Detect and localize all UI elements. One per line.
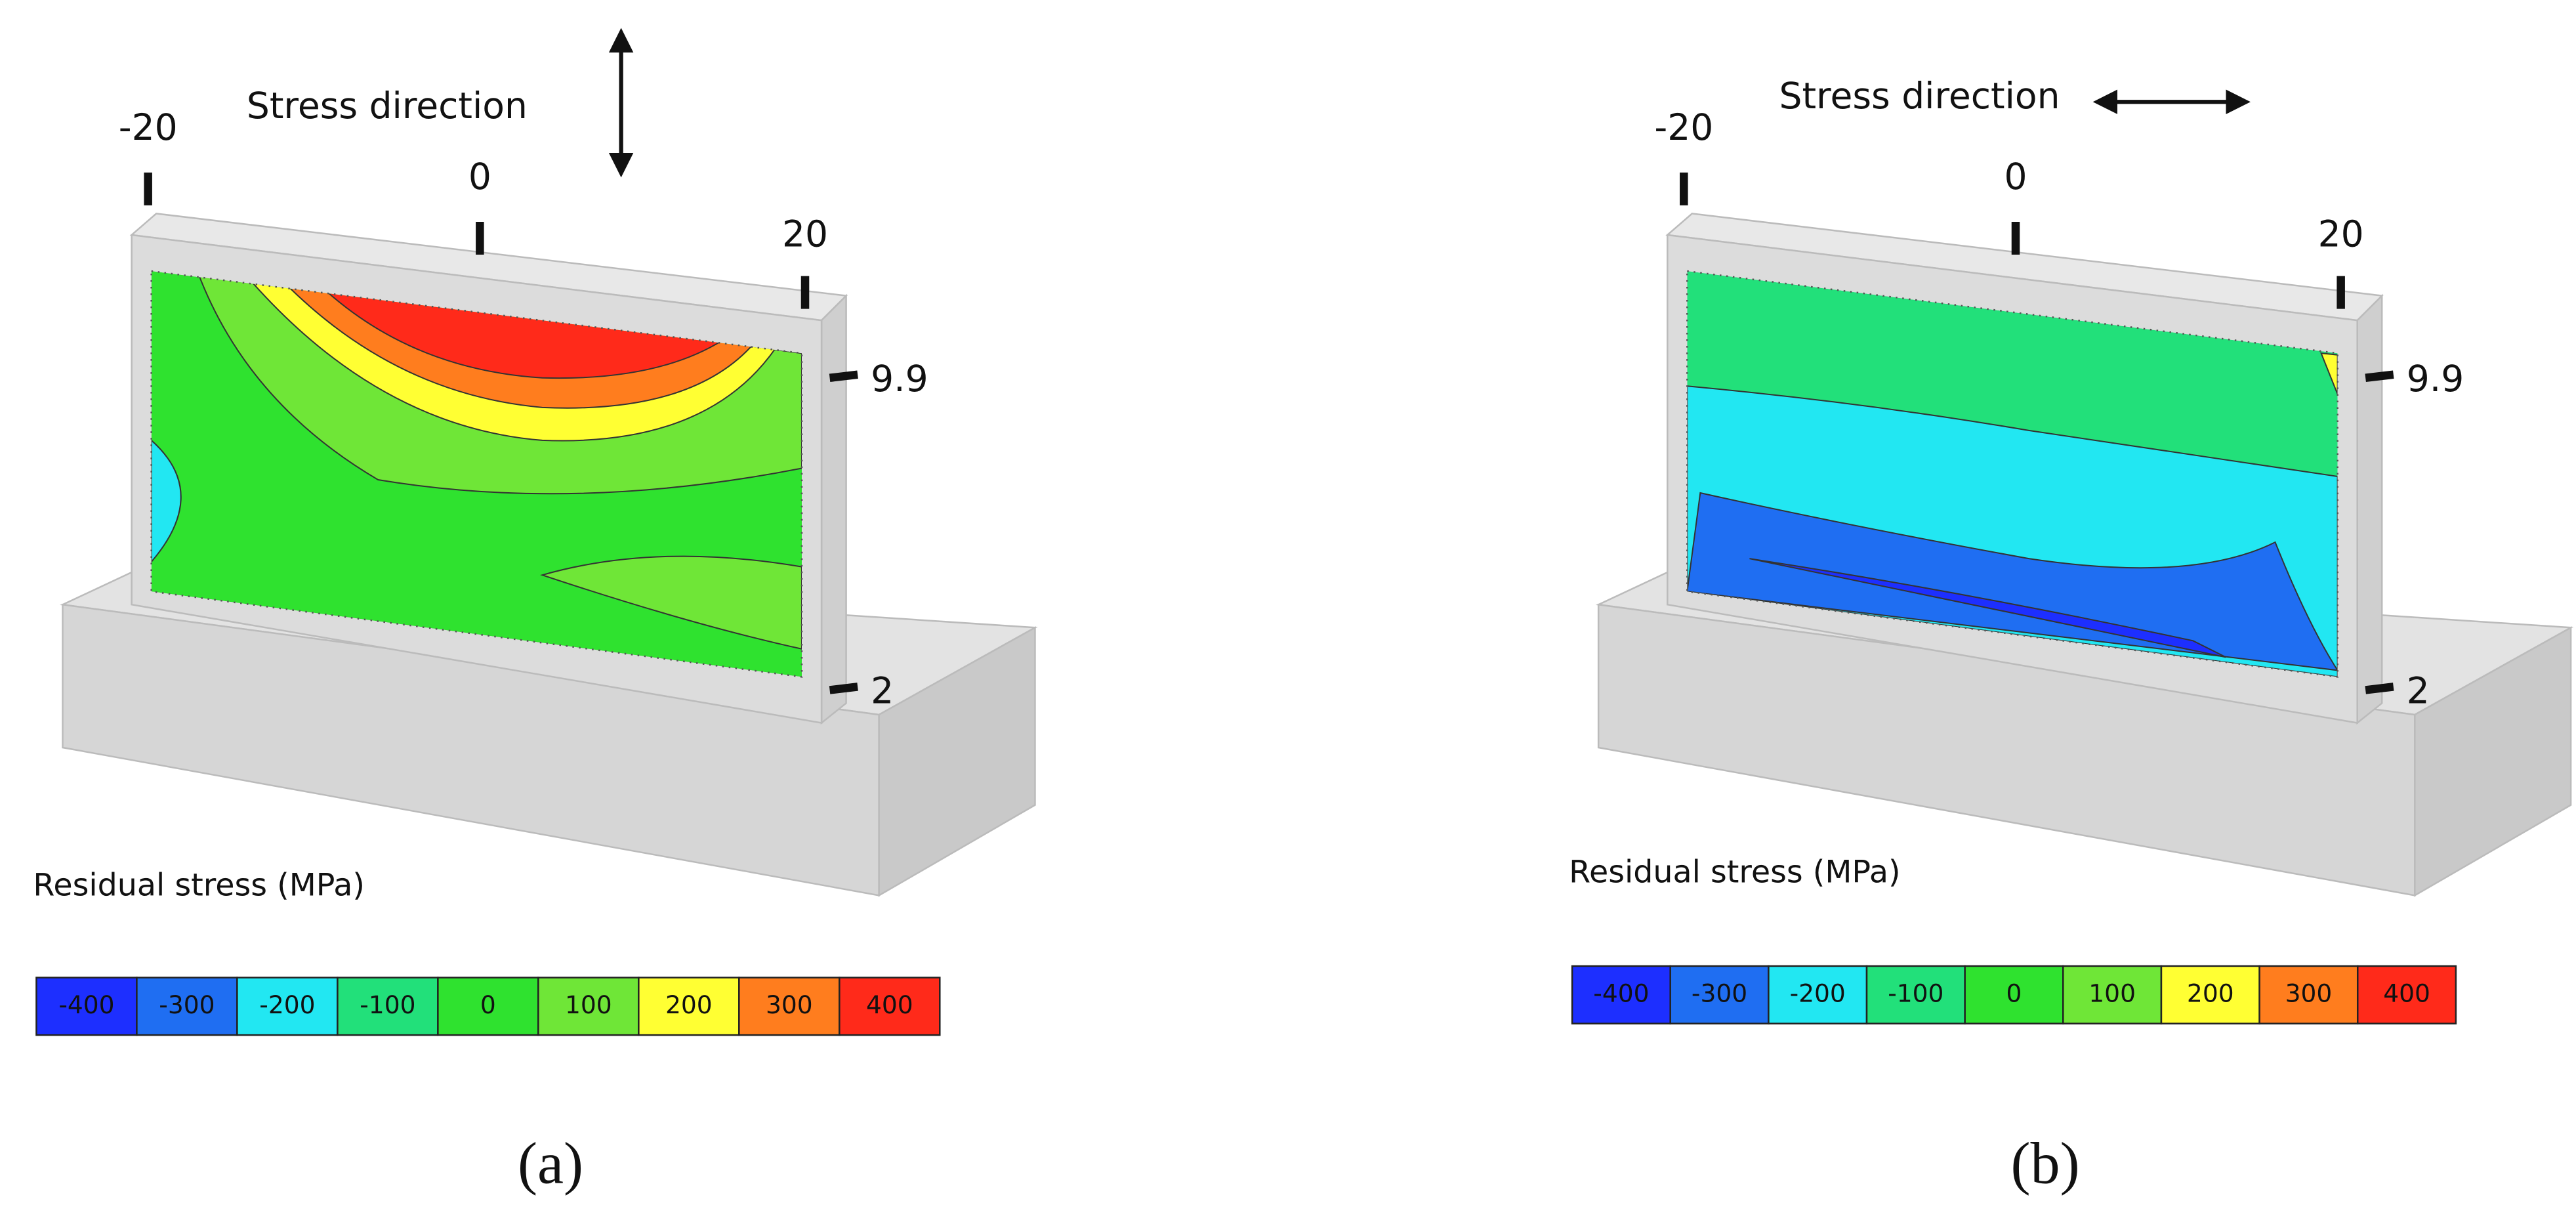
legend-swatch [2062, 965, 2163, 1024]
stress-direction: Stress direction [1779, 75, 2060, 117]
z-tick [2365, 683, 2394, 694]
legend-swatch [1865, 965, 1966, 1024]
base-side [2414, 626, 2572, 897]
x-tick-label: -20 [1654, 106, 1713, 148]
contour-frame [150, 270, 803, 678]
legend-label: -400 [1593, 979, 1649, 1007]
legend-swatch [2258, 965, 2359, 1024]
contour-region [1687, 492, 2338, 671]
legend-swatch [2356, 965, 2457, 1024]
legend-label: -100 [1888, 979, 1943, 1007]
legend-label: -300 [159, 990, 215, 1019]
legend-label: 0 [2006, 979, 2022, 1007]
legend-swatch [437, 977, 539, 1036]
legend-label: 200 [665, 990, 713, 1019]
stress-direction: Stress direction [247, 85, 528, 127]
contour-map [151, 271, 802, 677]
panel-label: (a) [518, 1131, 583, 1196]
base-side [878, 626, 1036, 897]
contour-map [1687, 271, 2338, 677]
legend-swatch [839, 977, 941, 1036]
legend-swatch [2160, 965, 2260, 1024]
z-tick-label: 9.9 [871, 358, 928, 400]
x-tick-label: 20 [2318, 213, 2364, 255]
z-tick [829, 683, 858, 694]
legend-label: -200 [259, 990, 315, 1019]
legend-swatch [638, 977, 740, 1036]
legend-swatch [337, 977, 439, 1036]
legend-label: 300 [2285, 979, 2333, 1007]
contour-frame [1686, 270, 2338, 678]
wall-side [2356, 293, 2383, 725]
wall-side [820, 293, 847, 725]
legend-title: Residual stress (MPa) [33, 867, 365, 903]
legend-swatch [537, 977, 640, 1036]
x-tick-label: -20 [119, 106, 178, 148]
legend-swatch [1768, 965, 1868, 1024]
contour-region [1749, 558, 2226, 658]
contour-region [318, 285, 725, 379]
x-tick-label: 20 [782, 213, 828, 255]
legend-swatch [1571, 965, 1671, 1024]
contour-region [2320, 352, 2338, 395]
z-tick-label: 2 [2407, 669, 2430, 711]
x-tick-label: 0 [468, 156, 491, 198]
contour-region [151, 438, 182, 564]
legend-label: -200 [1790, 979, 1846, 1007]
z-tick-label: 2 [871, 669, 894, 711]
legend-swatch [1964, 965, 2064, 1024]
legend-label: 100 [2088, 979, 2136, 1007]
legend-label: 400 [866, 990, 913, 1019]
z-tick [829, 370, 858, 382]
legend-swatch [738, 977, 841, 1036]
legend-label: 400 [2383, 979, 2430, 1007]
legend-label: 200 [2187, 979, 2234, 1007]
x-tick-label: 0 [2004, 156, 2027, 198]
legend-label: 300 [766, 990, 813, 1019]
legend-label: 100 [565, 990, 612, 1019]
legend-label: 0 [480, 990, 496, 1019]
z-tick [2365, 370, 2394, 382]
z-tick-label: 9.9 [2407, 358, 2464, 400]
panel-label: (b) [2011, 1131, 2080, 1196]
legend-label: -300 [1692, 979, 1747, 1007]
contour-region [540, 555, 802, 650]
legend-swatch [236, 977, 339, 1036]
legend-label: -100 [360, 990, 415, 1019]
legend-title: Residual stress (MPa) [1569, 854, 1901, 890]
legend-label: -400 [58, 990, 114, 1019]
